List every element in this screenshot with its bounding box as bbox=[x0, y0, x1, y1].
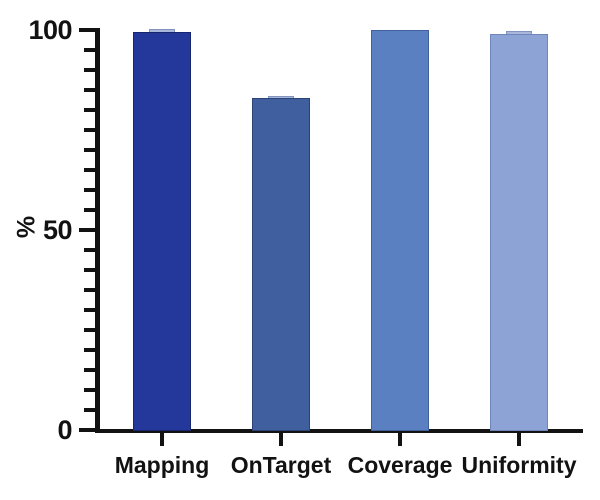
x-category-tick bbox=[516, 433, 522, 446]
x-category-tick bbox=[278, 433, 284, 446]
bar-uniformity bbox=[490, 34, 548, 431]
y-minor-tick bbox=[84, 328, 95, 332]
y-tick-label: 0 bbox=[57, 415, 72, 445]
y-minor-tick bbox=[84, 408, 95, 412]
x-category-tick bbox=[397, 433, 403, 446]
y-minor-tick bbox=[84, 88, 95, 92]
x-axis-line bbox=[95, 428, 583, 433]
y-major-tick bbox=[79, 227, 95, 233]
y-axis-line bbox=[95, 28, 100, 433]
y-minor-tick bbox=[84, 308, 95, 312]
category-label: Mapping bbox=[114, 452, 210, 478]
y-minor-tick bbox=[84, 168, 95, 172]
bar-ontarget bbox=[252, 98, 310, 431]
y-minor-tick bbox=[84, 208, 95, 212]
y-minor-tick bbox=[84, 268, 95, 272]
y-minor-tick bbox=[84, 248, 95, 252]
category-label: OnTarget bbox=[230, 452, 332, 478]
category-label: Coverage bbox=[347, 452, 453, 478]
y-major-tick bbox=[79, 427, 95, 433]
y-minor-tick bbox=[84, 68, 95, 72]
y-minor-tick bbox=[84, 368, 95, 372]
bar-coverage bbox=[371, 30, 429, 431]
y-minor-tick bbox=[84, 188, 95, 192]
y-minor-tick bbox=[84, 348, 95, 352]
y-minor-tick bbox=[84, 148, 95, 152]
y-minor-tick bbox=[84, 128, 95, 132]
category-label: Uniformity bbox=[461, 452, 577, 478]
y-major-tick bbox=[79, 27, 95, 33]
x-category-tick bbox=[159, 433, 165, 446]
y-tick-label: 50 bbox=[42, 215, 73, 245]
y-minor-tick bbox=[84, 388, 95, 392]
y-tick-label: 100 bbox=[28, 15, 72, 45]
y-minor-tick bbox=[84, 108, 95, 112]
y-minor-tick bbox=[84, 288, 95, 292]
bar-mapping bbox=[133, 32, 191, 431]
y-minor-tick bbox=[84, 48, 95, 52]
